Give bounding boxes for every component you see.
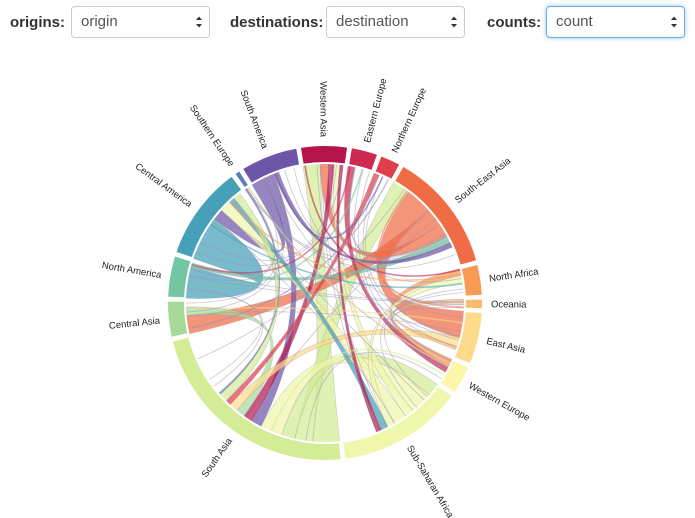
- minor-flow-line: [185, 287, 264, 388]
- arc-sub-saharan-africa[interactable]: [341, 383, 455, 461]
- arc-east-asia[interactable]: [452, 310, 484, 366]
- label-south-east-asia: South-East Asia: [453, 155, 514, 206]
- arc-eastern-europe[interactable]: [346, 146, 380, 173]
- arc-southern-europe[interactable]: [232, 168, 251, 190]
- minor-flow-line: [247, 218, 438, 421]
- chord-arcs: [166, 144, 484, 462]
- minor-flow-line: [247, 186, 450, 369]
- arc-north-america[interactable]: [166, 253, 193, 300]
- label-northern-europe: Northern Europe: [390, 86, 429, 154]
- minor-flow-line: [230, 199, 426, 402]
- arc-northern-europe[interactable]: [373, 153, 402, 182]
- label-southern-europe: Southern Europe: [187, 103, 236, 169]
- arc-central-asia[interactable]: [166, 299, 190, 340]
- minor-flow-line: [320, 163, 389, 429]
- minor-flow-line: [365, 175, 462, 337]
- arc-south-america[interactable]: [240, 146, 302, 186]
- minor-flow-line: [185, 175, 285, 313]
- minor-flow-line: [209, 223, 464, 289]
- label-central-asia: Central Asia: [108, 315, 161, 331]
- counts-select[interactable]: count: [546, 6, 685, 38]
- minor-flow-line: [187, 178, 389, 329]
- label-east-asia: East Asia: [485, 336, 527, 356]
- minor-flow-line: [190, 165, 352, 274]
- counts-select-value: count: [556, 13, 593, 30]
- destinations-select[interactable]: destination: [326, 6, 465, 38]
- arc-south-asia[interactable]: [170, 335, 343, 462]
- label-central-america: Central America: [133, 161, 195, 210]
- minor-flow-line: [384, 292, 465, 398]
- label-sub-saharan-africa: Sub-Saharan Africa: [404, 444, 456, 518]
- label-western-asia: Western Asia: [317, 81, 328, 138]
- arc-western-asia[interactable]: [298, 144, 350, 166]
- destinations-select-value: destination: [336, 13, 409, 30]
- chord-ribbons: [184, 162, 466, 444]
- minor-flow-line: [293, 166, 465, 318]
- up-down-chevron-icon: [451, 16, 457, 28]
- minor-flow-line: [268, 174, 461, 341]
- minor-flow-line: [194, 164, 343, 266]
- minor-flow-line: [186, 167, 364, 287]
- minor-flow-line: [190, 187, 276, 276]
- label-north-america: North America: [101, 260, 163, 281]
- minor-flow-line: [185, 306, 464, 324]
- minor-flow-line: [305, 351, 443, 442]
- arc-central-america[interactable]: [174, 174, 244, 260]
- minor-flow-line: [184, 181, 279, 304]
- minor-flow-line: [185, 288, 262, 381]
- chord-diagram: Western Asia Eastern Europe Northern Europ…: [101, 77, 540, 518]
- label-oceania: Oceania: [491, 299, 527, 310]
- arc-oceania[interactable]: [463, 297, 484, 311]
- minor-flow-line: [187, 275, 466, 304]
- destinations-label: destinations:: [230, 14, 324, 31]
- up-down-chevron-icon: [671, 16, 677, 28]
- origins-select[interactable]: origin: [71, 6, 210, 38]
- label-eastern-europe: Eastern Europe: [362, 77, 389, 144]
- counts-label: counts:: [487, 14, 542, 31]
- minor-flow-line: [244, 187, 457, 270]
- arc-north-africa[interactable]: [459, 262, 484, 298]
- minor-flow-line: [316, 163, 380, 433]
- minor-flow-line: [199, 163, 337, 261]
- minor-flow-line: [376, 189, 465, 308]
- label-western-europe: Western Europe: [466, 380, 531, 423]
- label-north-africa: North Africa: [488, 266, 539, 284]
- arc-western-europe[interactable]: [438, 358, 471, 395]
- minor-flow-line: [189, 268, 465, 302]
- minor-flow-line: [274, 171, 385, 240]
- arc-south-east-asia[interactable]: [392, 164, 479, 267]
- origins-select-value: origin: [81, 13, 118, 30]
- minor-flow-line: [185, 311, 463, 333]
- minor-flow-line: [187, 186, 276, 281]
- up-down-chevron-icon: [196, 16, 202, 28]
- label-south-america: South America: [238, 89, 271, 151]
- label-south-asia: South Asia: [200, 436, 236, 480]
- origins-label: origins:: [10, 14, 65, 31]
- minor-flow-line: [270, 348, 446, 433]
- controls-bar: origins: origin destinations: destinatio…: [0, 0, 695, 50]
- minor-flow-line: [389, 303, 465, 372]
- minor-flow-line: [228, 200, 463, 282]
